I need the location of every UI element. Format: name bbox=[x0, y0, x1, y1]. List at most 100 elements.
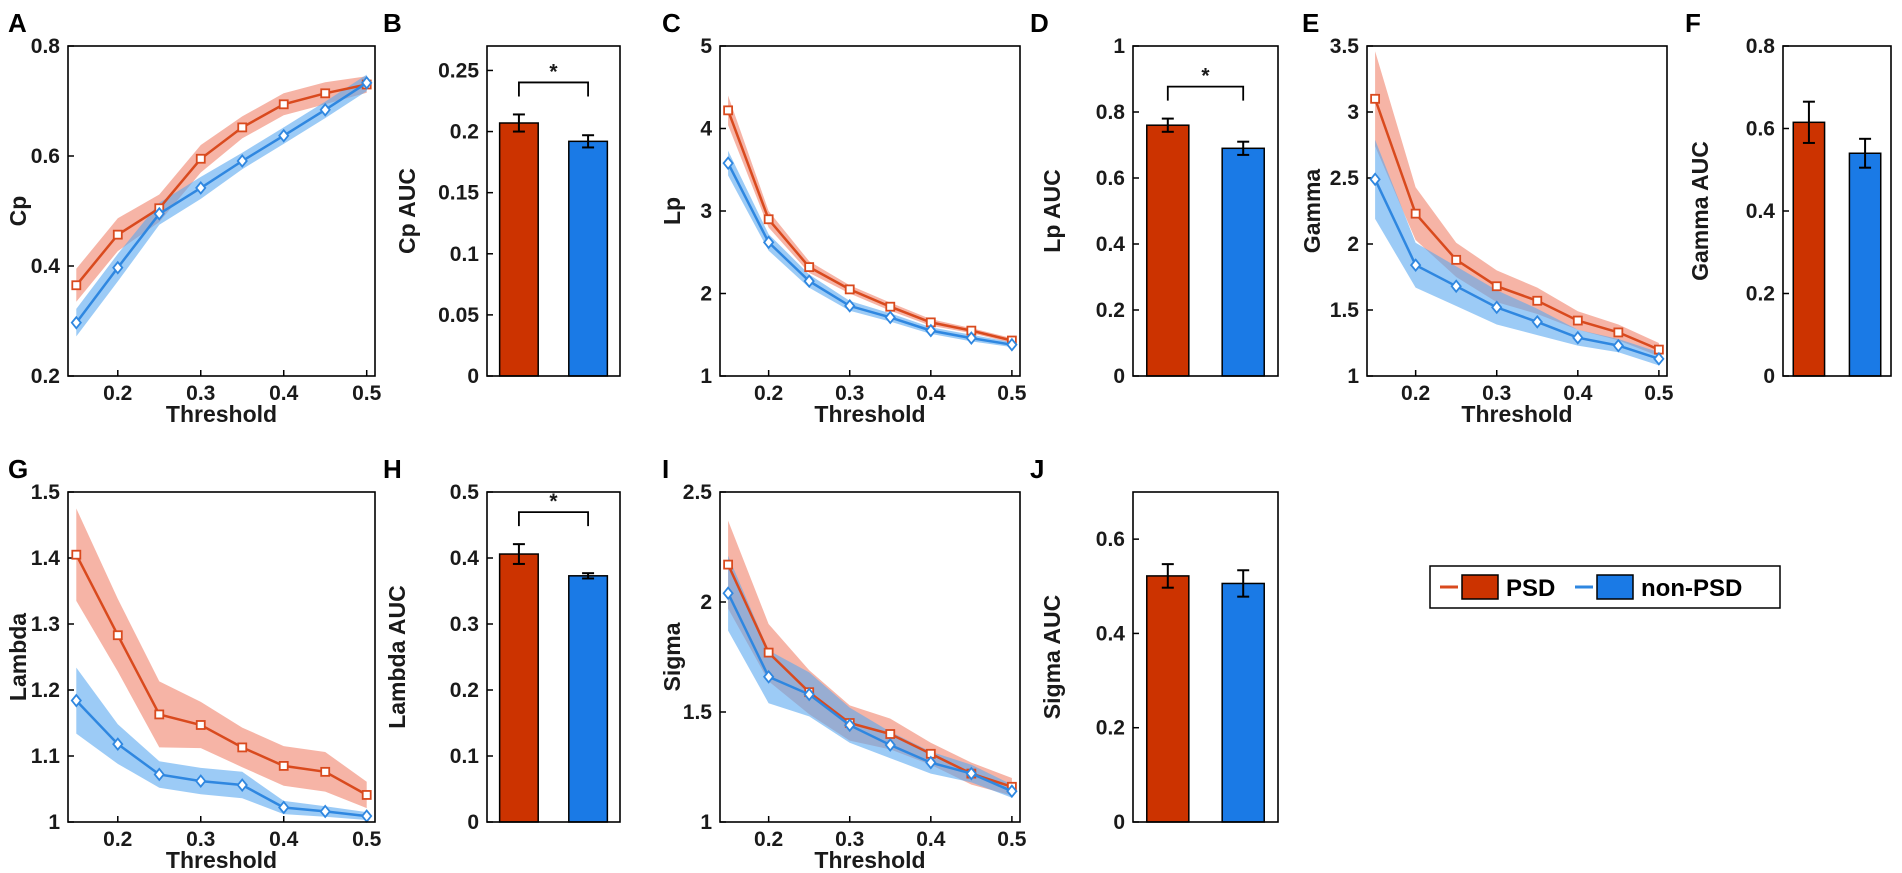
axes-box-d bbox=[1132, 45, 1279, 377]
error-band-non-psd-c bbox=[728, 150, 1012, 348]
y-tick-label-e: 3 bbox=[1347, 101, 1359, 124]
panel-letter-h: H bbox=[383, 454, 402, 484]
axes-box-c bbox=[719, 45, 1021, 377]
series-line-non-psd-c bbox=[726, 162, 1013, 346]
data-point-non-psd-i bbox=[884, 738, 896, 752]
y-tick-label-h: 0.1 bbox=[450, 745, 480, 768]
significance-bracket-d bbox=[1166, 85, 1245, 101]
x-tick-label-e: 0.2 bbox=[1401, 382, 1430, 405]
y-axis-label-i: Sigma bbox=[659, 622, 685, 691]
data-point-non-psd-i bbox=[803, 687, 815, 702]
y-tick-label-f: 0.8 bbox=[1746, 35, 1776, 58]
data-point-psd-c bbox=[844, 284, 855, 295]
data-point-psd-g bbox=[361, 790, 372, 800]
data-point-non-psd-a bbox=[70, 315, 82, 330]
x-tick-label-g: 0.4 bbox=[269, 828, 299, 851]
data-point-psd-g bbox=[320, 766, 331, 777]
data-point-non-psd-e bbox=[1612, 338, 1625, 353]
data-point-psd-i bbox=[723, 559, 734, 570]
x-tick-label-a: 0.4 bbox=[269, 382, 299, 405]
y-axis-label-a: Cp bbox=[5, 196, 31, 227]
data-point-psd-e bbox=[1410, 208, 1421, 219]
x-tick-label-e: 0.4 bbox=[1563, 382, 1593, 405]
data-point-non-psd-c bbox=[762, 235, 775, 250]
data-point-non-psd-a bbox=[112, 260, 124, 275]
error-band-non-psd-e bbox=[1375, 139, 1659, 366]
bar-non-psd-f bbox=[1848, 152, 1882, 377]
axes-box-b bbox=[486, 45, 621, 377]
series-line-psd-g bbox=[75, 554, 368, 796]
data-point-psd-i bbox=[885, 729, 896, 739]
data-point-non-psd-e bbox=[1409, 258, 1422, 273]
y-tick-label-h: 0.4 bbox=[450, 547, 480, 570]
y-tick-label-c: 3 bbox=[700, 200, 712, 223]
bar-psd-j bbox=[1146, 575, 1190, 823]
data-point-non-psd-c bbox=[722, 156, 734, 171]
data-point-psd-g bbox=[278, 761, 289, 771]
data-point-psd-a bbox=[71, 280, 82, 291]
y-tick-label-h: 0.2 bbox=[450, 679, 479, 702]
y-tick-label-b: 0.25 bbox=[438, 59, 479, 82]
significance-marker-d: * bbox=[1201, 65, 1210, 88]
data-point-non-psd-a bbox=[153, 206, 165, 221]
x-tick-label-c: 0.2 bbox=[754, 382, 783, 405]
data-point-psd-g bbox=[237, 742, 248, 753]
y-tick-label-a: 0.4 bbox=[31, 255, 61, 278]
x-tick-label-a: 0.2 bbox=[103, 382, 132, 405]
axes-box-h bbox=[486, 491, 621, 823]
bar-psd-d bbox=[1146, 124, 1190, 377]
y-tick-label-e: 1.5 bbox=[1330, 299, 1360, 322]
error-band-non-psd-i bbox=[728, 555, 1012, 798]
y-tick-label-b: 0.05 bbox=[438, 304, 479, 327]
y-tick-label-g: 1 bbox=[48, 811, 60, 834]
y-axis-label-j: Sigma AUC bbox=[1039, 595, 1065, 719]
x-tick-label-i: 0.2 bbox=[754, 828, 783, 851]
data-point-non-psd-e bbox=[1491, 300, 1503, 315]
data-point-non-psd-i bbox=[722, 586, 734, 601]
data-point-psd-e bbox=[1572, 315, 1583, 326]
panel-c: C 1 2 3 4 5 Lp 0.2 0.3 0.4 0.5 Threshold bbox=[659, 8, 1027, 427]
panel-letter-j: J bbox=[1030, 454, 1044, 484]
y-tick-label-i: 1 bbox=[700, 811, 712, 834]
data-point-psd-e bbox=[1613, 327, 1624, 338]
legend: PSD non-PSD bbox=[1429, 565, 1781, 609]
y-tick-label-c: 4 bbox=[700, 118, 712, 141]
data-point-psd-a bbox=[237, 122, 248, 133]
y-tick-label-d: 0.8 bbox=[1096, 101, 1126, 124]
y-tick-label-j: 0 bbox=[1113, 811, 1125, 834]
y-tick-label-d: 0 bbox=[1113, 365, 1125, 388]
y-tick-label-c: 1 bbox=[700, 365, 712, 388]
panel-b: B 0 0.05 0.1 0.15 0.2 0.25 Cp AUC * bbox=[383, 8, 621, 388]
panels: A 0.2 0.4 0.6 0.8 Cp 0.2 0.3 0.4 0.5 Threshold B 0 0.… bbox=[5, 8, 1892, 873]
data-point-psd-g bbox=[154, 709, 165, 720]
axes-box-e bbox=[1366, 45, 1668, 377]
data-point-psd-e bbox=[1370, 93, 1381, 104]
y-tick-label-j: 0.2 bbox=[1096, 717, 1125, 740]
data-point-non-psd-a bbox=[278, 128, 290, 143]
y-tick-label-d: 0.2 bbox=[1096, 299, 1125, 322]
series-line-non-psd-e bbox=[1373, 178, 1660, 360]
data-point-non-psd-a bbox=[361, 75, 373, 90]
data-point-psd-a bbox=[112, 229, 123, 240]
y-tick-label-f: 0.2 bbox=[1746, 283, 1775, 306]
significance-bracket-b bbox=[518, 81, 589, 97]
y-tick-label-f: 0 bbox=[1763, 365, 1775, 388]
x-tick-label-g: 0.2 bbox=[103, 828, 132, 851]
data-point-non-psd-g bbox=[319, 804, 331, 819]
y-tick-label-h: 0 bbox=[467, 811, 479, 834]
y-tick-label-b: 0.1 bbox=[450, 243, 480, 266]
x-axis-label-g: Threshold bbox=[166, 847, 277, 873]
series-line-non-psd-g bbox=[75, 699, 367, 818]
series-line-psd-a bbox=[75, 83, 367, 287]
y-tick-label-c: 2 bbox=[700, 283, 712, 306]
panel-f: F 0 0.2 0.4 0.6 0.8 Gamma AUC bbox=[1685, 8, 1892, 388]
y-tick-label-b: 0 bbox=[467, 365, 479, 388]
panel-e: E 1 1.5 2 2.5 3 3.5 Gamma 0.2 0.3 0.4 0.5 Threshold bbox=[1299, 8, 1674, 427]
data-point-psd-g bbox=[195, 720, 206, 730]
series-line-psd-c bbox=[726, 109, 1013, 342]
y-tick-label-e: 1 bbox=[1347, 365, 1359, 388]
data-point-non-psd-c bbox=[965, 331, 978, 345]
data-point-non-psd-e bbox=[1572, 330, 1584, 345]
x-tick-label-i: 0.5 bbox=[997, 828, 1027, 851]
